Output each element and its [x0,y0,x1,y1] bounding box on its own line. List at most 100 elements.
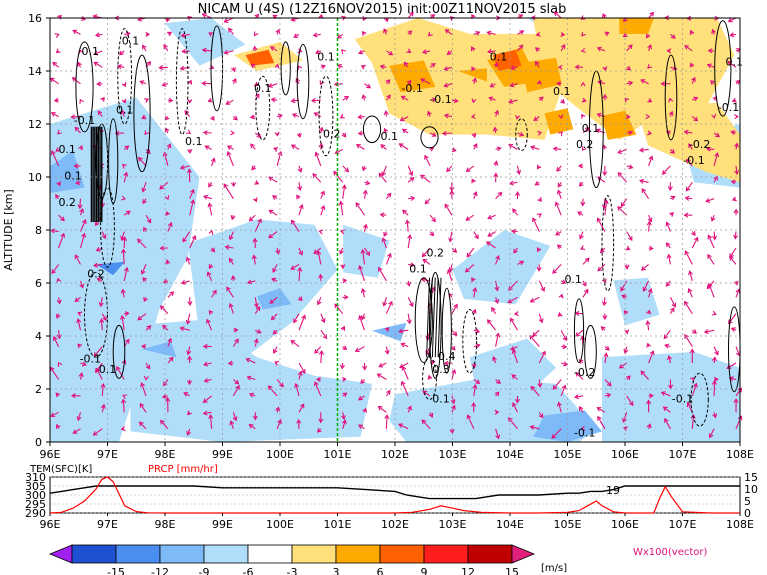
y-tick-label: 10 [28,171,42,184]
contour-label: 0.2 [58,196,76,209]
contour-label: -0.1 [718,101,739,114]
contours [75,20,741,427]
contour-label: 0.2 [87,268,105,281]
contour-label: 0.1 [432,392,450,405]
x-tick-label: 98E [155,448,176,461]
contour-label: 0.3 [432,363,450,376]
x-tick-label: 106E [611,448,639,461]
contour-label: -0.1 [401,82,422,95]
x-tick-label: 105E [554,448,582,461]
panel-x-tick-label: 100E [266,518,294,531]
panel-x-tick-label: 97E [97,518,118,531]
panel-x-tick-label: 108E [726,518,754,531]
surface-panel: TEM(SFC)[K] PRCP [mm/hr] 310305300295290… [25,464,758,531]
x-tick-label: 101E [324,448,352,461]
y-tick-label: 2 [35,383,42,396]
contour-label: 0.1 [82,45,100,58]
contour-label: 0.1 [409,262,427,275]
precip-tick-label: 15 [744,471,758,484]
x-axis-ticks: 96E 97E 98E 99E 100E 101E 102E 103E 104E 105E 106E… [40,442,754,461]
contour-label: 0.1 [185,135,203,148]
y-tick-label: 8 [35,224,42,237]
contour-label: -0.2 [574,366,595,379]
panel-x-tick-label: 101E [324,518,352,531]
contour-label: 0.1 [254,82,272,95]
temp-tick-label: 295 [25,498,46,511]
chart-title: NICAM U (4S) (12Z16NOV2015) init:00Z11NO… [198,2,567,17]
y-axis-ticks: 0 2 4 6 8 10 12 14 16 [28,12,50,449]
colorbar-tick-label: -12 [151,566,169,575]
panel-x-tick-label: 98E [155,518,176,531]
colorbar-tick-label: -6 [243,566,254,575]
main-plot: 0.10.1-0.10.10.10.10.20.2-0.10.10.10.10.… [2,11,754,461]
precip-axis-label: PRCP [mm/hr] [148,464,218,475]
y-tick-label: 4 [35,330,42,343]
panel-x-tick-label: 105E [554,518,582,531]
temp-tick-label: 310 [25,471,46,484]
x-tick-label: 100E [266,448,294,461]
y-axis-label: ALTITUDE [km] [2,189,15,270]
temp-axis-label: TEM(SFC)[K] [29,464,92,475]
contour-label: 0.1 [317,50,335,63]
contour-label: 0.1 [564,273,582,286]
colorbar-tick-label: -15 [107,566,125,575]
x-tick-label: 99E [212,448,233,461]
y-tick-label: 0 [35,436,42,449]
x-tick-label: 104E [496,448,524,461]
contour-label: 0.2 [576,138,594,151]
contour-label: 0.1 [116,103,134,116]
contour-label: 0.4 [438,350,456,363]
panel-x-tick-label: 103E [439,518,467,531]
x-tick-label: 107E [669,448,697,461]
x-tick-label: 97E [97,448,118,461]
x-tick-label: 103E [439,448,467,461]
wind-vectors [49,11,743,440]
contour-label: 0.2 [323,127,341,140]
precip-tick-label: 0 [744,507,751,520]
contour-label: 0.1 [726,56,744,69]
panel-annotation: 19 [606,484,620,497]
contour-label: -0.1 [574,427,595,440]
colorbar: -15 -12 -9 -6 -3 3 6 9 12 15 [48,544,536,575]
precip-series-line [49,476,740,514]
contour-labels: 0.10.1-0.10.10.10.10.20.2-0.10.10.10.10.… [58,35,743,440]
y-tick-label: 16 [28,12,42,25]
contour-label: -0.1 [683,154,704,167]
contour-label: -0.1 [80,353,101,366]
panel-x-tick-label: 107E [669,518,697,531]
contour-label: -0.2 [689,138,710,151]
panel-x-ticks: 96E 97E 98E 99E 100E 101E 102E 103E 104E 105E 106E… [40,513,754,531]
colorbar-tick-label: 6 [377,566,384,575]
temp-tick-label: 300 [25,489,46,502]
contour-label: -0.1 [74,114,95,127]
colorbar-tick-label: 9 [421,566,428,575]
contour-label: 0.2 [427,247,445,260]
colorbar-unit: [m/s] [541,563,567,574]
temp-tick-label: 305 [25,480,46,493]
precip-tick-label: 10 [744,483,758,496]
wind-shading [50,18,740,442]
precip-tick-label: 5 [744,495,751,508]
panel-lines [49,476,740,514]
contour-label: 0.1 [122,35,140,48]
temp-tick-label: 290 [25,507,46,520]
y-tick-label: 6 [35,277,42,290]
contour-label: -0.1 [672,392,693,405]
contour-label: 0.1 [553,85,571,98]
colorbar-tick-label: 15 [505,566,519,575]
contour-label: 0.1 [381,130,399,143]
contour-label: 0.1 [490,50,508,63]
x-tick-label: 108E [726,448,754,461]
contour-label: 0.1 [582,122,600,135]
temp-series-line [49,485,740,500]
colorbar-tick-label: 12 [461,566,475,575]
x-tick-label: 102E [381,448,409,461]
panel-x-tick-label: 106E [611,518,639,531]
colorbar-tick-label: -9 [199,566,210,575]
colorbar-tick-label: 3 [333,566,340,575]
contour-label: 0.1 [99,363,117,376]
vector-scale-label: Wx100(vector) [633,547,708,558]
